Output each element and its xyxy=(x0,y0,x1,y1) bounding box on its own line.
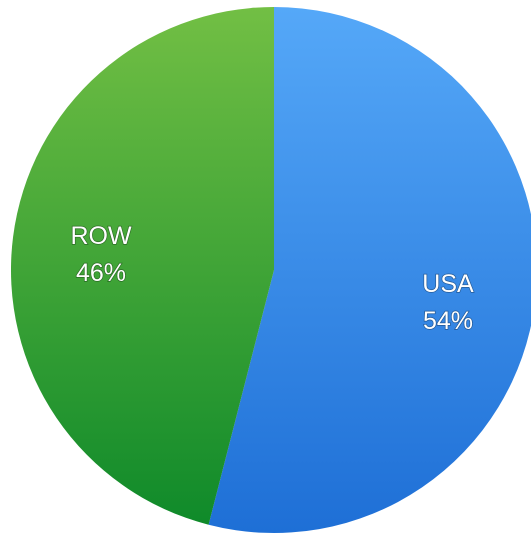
slices-layer xyxy=(10,7,531,533)
slice-label-usa: USA xyxy=(422,270,474,298)
pie-slice-row xyxy=(10,7,274,525)
slice-value-usa: 54% xyxy=(423,307,473,335)
pie-slice-usa xyxy=(208,7,531,533)
slice-value-row: 46% xyxy=(76,259,126,287)
slice-label-row: ROW xyxy=(70,222,132,250)
labels-layer: USA 54% ROW 46% xyxy=(70,221,475,335)
